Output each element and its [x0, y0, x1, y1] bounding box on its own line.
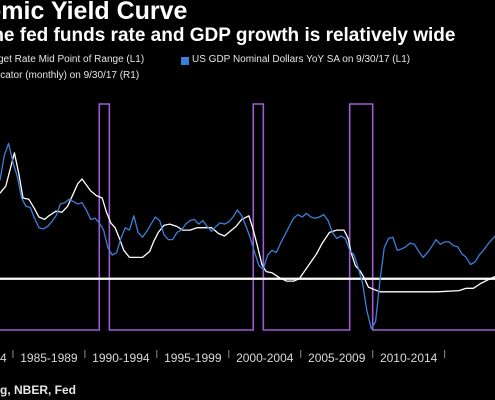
x-tick-label-0: 4: [0, 351, 7, 365]
legend-swatch-gdp: [181, 57, 189, 65]
source-note: g, NBER, Fed: [0, 383, 77, 397]
legend-label-gdp: US GDP Nominal Dollars YoY SA on 9/30/17…: [192, 54, 411, 65]
x-tick-label-1: 1985-1989: [20, 351, 78, 365]
legend-label-recession: icator (monthly) on 9/30/17 (R1): [0, 70, 140, 81]
legend-item-gdp: US GDP Nominal Dollars YoY SA on 9/30/17…: [192, 54, 410, 65]
legend-label-fed-rate: get Rate Mid Point of Range (L1): [0, 54, 145, 65]
legend-item-fed-rate: get Rate Mid Point of Range (L1): [0, 54, 144, 65]
recession-indicator-line: [0, 103, 495, 331]
fed-funds-rate-line: [0, 152, 495, 293]
chart-subtitle: the fed funds rate and GDP growth is rel…: [0, 25, 456, 46]
chart-title: omic Yield Curve: [0, 0, 188, 25]
chart-plot: 4 1985-1989 1990-1994 1995-1999 2000-2004 200…: [0, 103, 495, 365]
x-tick-label-6: 2010-2014: [380, 351, 438, 365]
x-tick-label-5: 2005-2009: [308, 351, 366, 365]
x-tick-label-3: 1995-1999: [164, 351, 222, 365]
legend-item-recession: icator (monthly) on 9/30/17 (R1): [0, 70, 139, 81]
x-tick-label-4: 2000-2004: [236, 351, 294, 365]
legend: get Rate Mid Point of Range (L1) US GDP …: [0, 52, 495, 88]
gdp-growth-line: [0, 142, 495, 330]
x-tick-label-2: 1990-1994: [92, 351, 150, 365]
